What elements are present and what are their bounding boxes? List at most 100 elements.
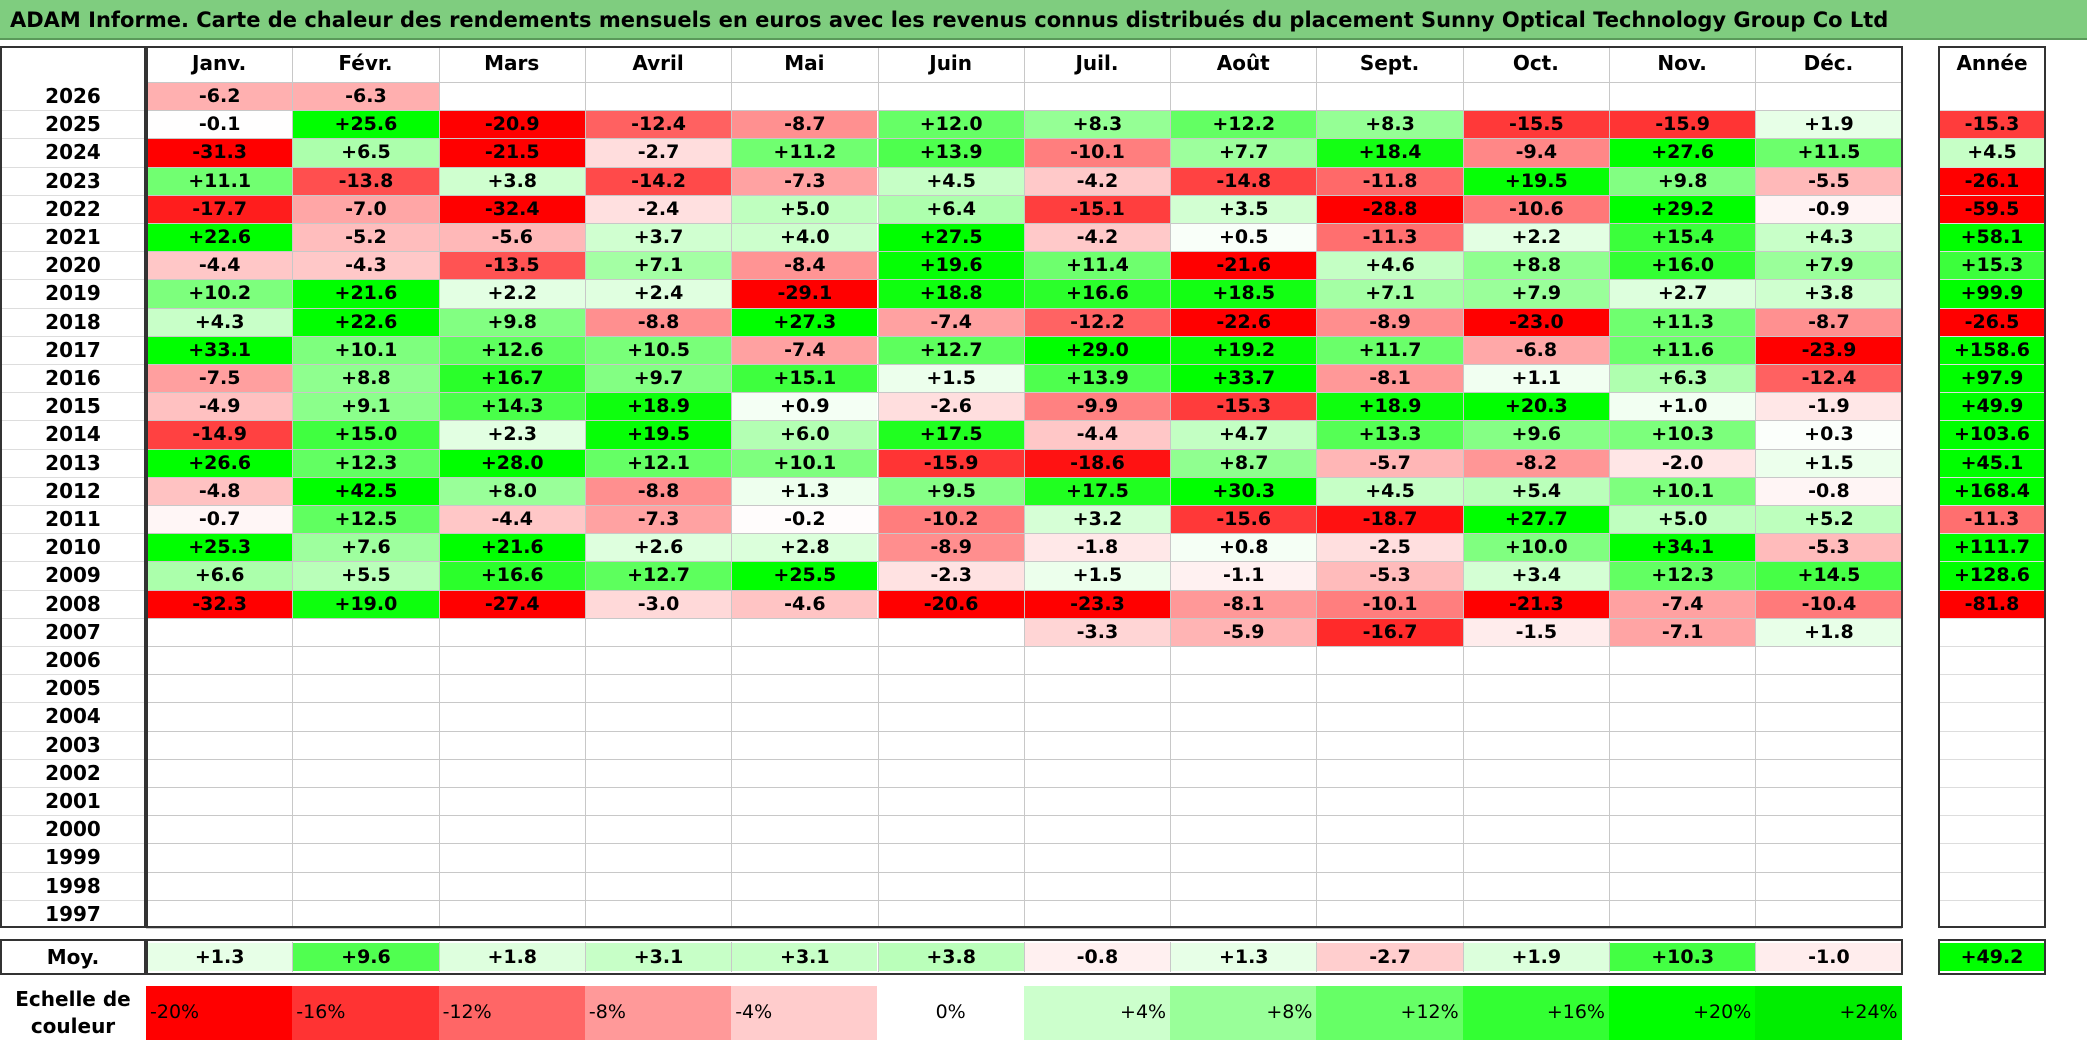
heatmap-cell: +15.1: [732, 365, 878, 393]
grid-line: [146, 82, 1902, 83]
grid-line: [731, 942, 733, 972]
heatmap-cell: +2.2: [1463, 224, 1609, 252]
heatmap-cell: -8.9: [1317, 308, 1463, 336]
heatmap-cell: +25.5: [732, 562, 878, 590]
grid-line: [292, 942, 294, 972]
grid-line: [146, 928, 1902, 929]
heatmap-cell: -4.4: [147, 252, 293, 280]
annual-cell: +4.5: [1940, 139, 2044, 167]
grid-line: [2, 364, 144, 365]
year-label: 2023: [45, 168, 101, 193]
heatmap-cell: -8.8: [585, 477, 732, 505]
heatmap-cell: -22.6: [1171, 308, 1317, 336]
heatmap-cell: +9.7: [585, 365, 732, 393]
grid-line: [1938, 702, 2046, 704]
heatmap-cell: -12.4: [585, 111, 732, 139]
heatmap-cell: -32.4: [439, 195, 585, 223]
color-scale-stop: +12%: [1316, 986, 1463, 1040]
heatmap-cell: -15.3: [1171, 393, 1317, 421]
heatmap-cell: +10.1: [1610, 477, 1756, 505]
heatmap-cell: +11.1: [147, 167, 293, 195]
annual-cell: +97.9: [1940, 365, 2044, 393]
heatmap-cell: -2.4: [585, 195, 732, 223]
heatmap-cell: +34.1: [1610, 534, 1756, 562]
heatmap-cell: -0.2: [732, 506, 878, 534]
grid-line: [2, 335, 144, 337]
grid-line: [2, 899, 144, 901]
heatmap-cell: +7.1: [585, 252, 732, 280]
color-scale-stop: -8%: [584, 986, 732, 1040]
grid-line: [1938, 420, 2046, 422]
year-label: 2010: [45, 535, 101, 560]
grid-line: [146, 364, 1902, 365]
month-header: Oct.: [1512, 51, 1559, 75]
grid-line: [877, 46, 879, 928]
heatmap-cell: +6.5: [293, 139, 439, 167]
heatmap-cell: +1.1: [1463, 365, 1609, 393]
heatmap-cell: +18.9: [585, 393, 732, 421]
heatmap-cell: +3.8: [439, 167, 585, 195]
heatmap-cell: -21.3: [1463, 590, 1609, 618]
heatmap-cell: -0.7: [147, 506, 293, 534]
heatmap-cell: +19.6: [878, 252, 1024, 280]
grid-line: [2, 617, 144, 619]
heatmap-cell: -8.7: [1756, 308, 1902, 336]
year-label: 1999: [45, 845, 101, 870]
grid-line: [1938, 815, 2046, 817]
heatmap-cell: -21.6: [1171, 252, 1317, 280]
annual-cell: +45.1: [1940, 449, 2044, 477]
heatmap-cell: -17.7: [147, 195, 293, 223]
heatmap-cell: +7.7: [1171, 139, 1317, 167]
heatmap-cell: -8.7: [732, 111, 878, 139]
color-scale-stop: +8%: [1170, 986, 1317, 1040]
heatmap-cell: +5.2: [1756, 506, 1902, 534]
heatmap-cell: +12.6: [439, 336, 585, 364]
heatmap-cell: +21.6: [293, 280, 439, 308]
heatmap-cell: -8.1: [1317, 365, 1463, 393]
heatmap-cell: +6.0: [732, 421, 878, 449]
heatmap-cell: -3.3: [1024, 618, 1171, 646]
grid-line: [2, 561, 144, 563]
annual-cell: +99.9: [1940, 280, 2044, 308]
grid-line: [146, 166, 1902, 168]
grid-line: [1938, 899, 2046, 901]
grid-line: [146, 674, 1902, 676]
heatmap-cell: +4.6: [1317, 252, 1463, 280]
heatmap-cell: +13.9: [878, 139, 1024, 167]
grid-line: [1938, 166, 2046, 168]
heatmap-cell: +1.5: [1756, 449, 1902, 477]
heatmap-cell: +16.7: [439, 365, 585, 393]
grid-line: [146, 251, 1902, 253]
heatmap-cell: -8.2: [1463, 449, 1609, 477]
heatmap-cell: -15.9: [1610, 111, 1756, 139]
heatmap-cell: +4.0: [732, 224, 878, 252]
month-header: Avril: [632, 51, 684, 75]
year-label: 2001: [45, 789, 101, 813]
month-header: Juin: [929, 51, 973, 75]
heatmap-cell: -4.4: [439, 506, 585, 534]
grid-line: [146, 871, 1902, 873]
heatmap-cell: -10.6: [1463, 195, 1609, 223]
heatmap-cell: -6.2: [147, 83, 293, 111]
year-label: 2008: [45, 591, 101, 616]
grid-line: [146, 420, 1902, 422]
heatmap-cell: -2.0: [1610, 449, 1756, 477]
heatmap-cell: +13.9: [1024, 365, 1171, 393]
year-label: 2017: [45, 337, 101, 362]
month-header: Sept.: [1359, 51, 1420, 75]
grid-line: [146, 533, 1902, 535]
grid-line: [146, 702, 1902, 704]
color-scale-label: Echelle de couleur: [15, 987, 131, 1038]
grid-line: [2, 843, 144, 845]
month-grid-frame: [146, 46, 1903, 928]
grid-line: [146, 194, 1902, 196]
heatmap-cell: +18.4: [1317, 139, 1463, 167]
average-cell: -1.0: [1756, 943, 1902, 971]
grid-line: [438, 46, 440, 928]
heatmap-cell: +3.5: [1171, 195, 1317, 223]
heatmap-cell: -0.9: [1756, 195, 1902, 223]
heatmap-cell: +1.5: [1024, 562, 1171, 590]
heatmap-cell: +10.1: [732, 449, 878, 477]
heatmap-cell: -8.1: [1171, 590, 1317, 618]
grid-line: [2, 787, 144, 788]
